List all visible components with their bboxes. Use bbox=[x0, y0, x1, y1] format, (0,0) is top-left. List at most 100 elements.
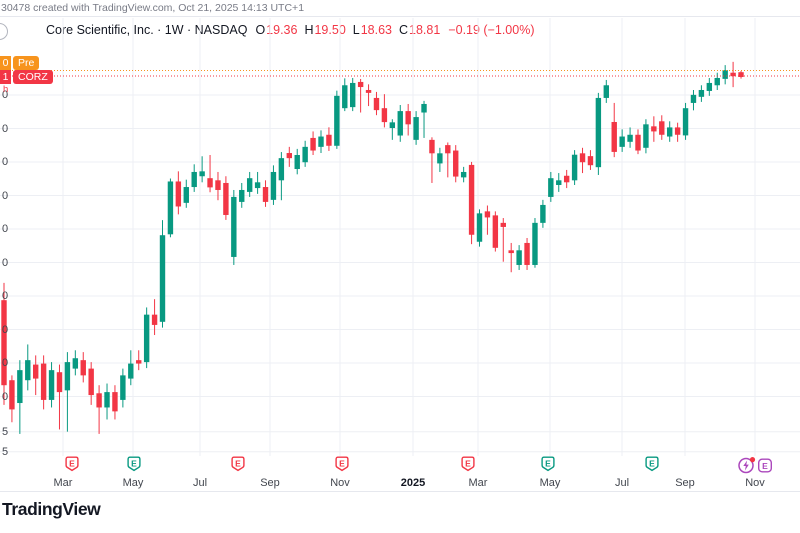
event-marker-earnings[interactable]: E bbox=[127, 456, 142, 472]
candle bbox=[460, 166, 467, 183]
earnings-shield-icon: E bbox=[231, 456, 245, 472]
candle bbox=[381, 94, 388, 128]
candle bbox=[262, 180, 269, 207]
candle bbox=[524, 237, 530, 270]
svg-text:E: E bbox=[545, 458, 551, 468]
price-tick-label: 0 bbox=[2, 323, 9, 336]
candle bbox=[563, 169, 570, 189]
footer-divider bbox=[0, 491, 800, 492]
candle bbox=[254, 171, 261, 194]
svg-text:E: E bbox=[69, 458, 75, 468]
candle bbox=[492, 211, 499, 252]
candle bbox=[239, 182, 245, 208]
lightning-event-icon bbox=[738, 457, 756, 474]
candle bbox=[437, 147, 443, 172]
event-marker-earnings[interactable]: E bbox=[461, 456, 476, 472]
event-marker-earnings[interactable]: E bbox=[645, 456, 660, 472]
candle bbox=[318, 130, 324, 154]
high-value: 19.50 bbox=[314, 23, 346, 37]
candle bbox=[40, 355, 47, 410]
symbol-title[interactable]: Core Scientific, Inc. · 1W · NASDAQ bbox=[46, 23, 248, 37]
price-tick-label: 0 bbox=[2, 290, 9, 302]
candle bbox=[738, 70, 744, 79]
svg-text:E: E bbox=[762, 460, 768, 470]
candle bbox=[706, 77, 713, 96]
candle bbox=[571, 150, 578, 185]
price-tick-label: 5 bbox=[2, 425, 9, 438]
premarket-tag-badge: Pre bbox=[13, 56, 40, 70]
candle bbox=[659, 115, 665, 140]
candle bbox=[540, 199, 546, 228]
price-tick-label: 0 bbox=[2, 223, 9, 235]
event-marker-earnings[interactable]: E bbox=[231, 456, 246, 472]
change-value: −0.19 (−1.00%) bbox=[448, 23, 535, 37]
candle bbox=[112, 385, 118, 420]
candle bbox=[342, 78, 348, 112]
time-axis-label: May bbox=[122, 477, 144, 489]
candle bbox=[484, 205, 491, 235]
candle bbox=[80, 352, 86, 383]
candle bbox=[136, 350, 142, 371]
low-value: 18.63 bbox=[360, 23, 392, 37]
earnings-shield-icon: E bbox=[645, 456, 659, 472]
candle bbox=[326, 127, 332, 151]
price-tick-label: 0 bbox=[2, 122, 9, 135]
candle bbox=[302, 140, 308, 167]
candle bbox=[508, 242, 514, 273]
time-axis-label: Mar bbox=[468, 477, 488, 489]
time-axis-label: Jul bbox=[192, 477, 208, 489]
candle bbox=[25, 344, 31, 391]
candle bbox=[643, 119, 649, 154]
candle bbox=[128, 350, 134, 386]
event-marker-earnings[interactable]: E bbox=[541, 456, 556, 472]
candle bbox=[682, 102, 689, 140]
candle bbox=[191, 164, 197, 192]
candle bbox=[516, 245, 522, 270]
last-price-badge: 1 bbox=[0, 70, 11, 84]
svg-text:E: E bbox=[131, 458, 137, 468]
candle bbox=[286, 146, 292, 167]
low-label: L bbox=[352, 23, 360, 37]
candle bbox=[96, 385, 102, 434]
candle bbox=[595, 92, 602, 175]
candle bbox=[698, 85, 705, 102]
candle bbox=[1, 282, 7, 405]
candle bbox=[175, 171, 182, 215]
candle bbox=[476, 209, 483, 247]
time-axis-label: Sep bbox=[675, 477, 695, 489]
horizontal-gridlines bbox=[0, 94, 800, 453]
price-tick-label: 0 bbox=[2, 256, 9, 269]
candle bbox=[56, 364, 63, 430]
candle bbox=[667, 121, 673, 142]
time-axis-label: Sep bbox=[260, 477, 280, 489]
price-tick-label: 0 bbox=[2, 189, 9, 202]
candle bbox=[9, 375, 15, 423]
symbol-tag-badge: CORZ bbox=[13, 70, 53, 84]
header-divider bbox=[0, 16, 800, 17]
vertical-gridlines bbox=[62, 18, 756, 456]
candle bbox=[445, 142, 451, 178]
candle bbox=[215, 171, 221, 201]
earnings-shield-icon: E bbox=[461, 456, 475, 472]
candle bbox=[579, 147, 586, 174]
candle bbox=[468, 161, 475, 245]
event-marker-earnings[interactable]: E bbox=[65, 456, 80, 472]
event-marker-upcoming-earnings[interactable]: E bbox=[738, 456, 773, 474]
candle bbox=[143, 307, 150, 369]
candle bbox=[500, 218, 506, 262]
candle bbox=[365, 84, 372, 107]
earnings-shield-icon: E bbox=[127, 456, 141, 472]
candle bbox=[183, 179, 189, 208]
candle bbox=[635, 129, 641, 155]
event-marker-earnings[interactable]: E bbox=[335, 456, 350, 472]
tradingview-logo[interactable]: TradingView bbox=[2, 499, 101, 519]
candle bbox=[294, 148, 300, 175]
candle bbox=[231, 189, 237, 265]
time-axis[interactable]: Mar May Jul Sep Nov 2025 Mar May Jul Sep Nov E E E E E E… bbox=[0, 455, 800, 492]
time-axis-label: Nov bbox=[330, 477, 350, 489]
premarket-price-badge: 0 bbox=[0, 56, 11, 70]
candle bbox=[397, 105, 403, 142]
candle bbox=[389, 119, 396, 140]
